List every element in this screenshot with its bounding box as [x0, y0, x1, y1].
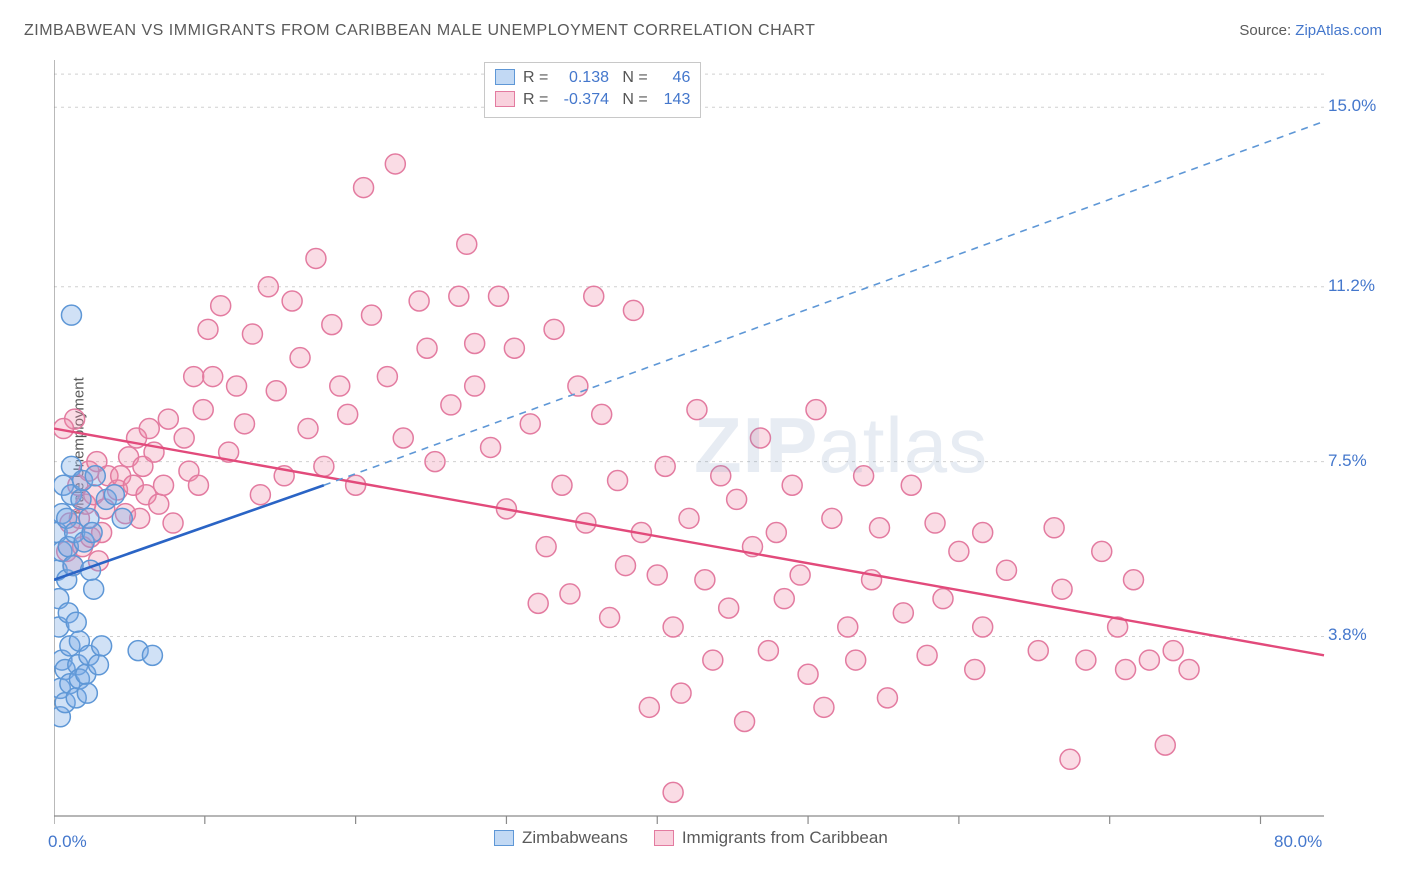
legend-swatch	[495, 91, 515, 107]
source-attribution: Source: ZipAtlas.com	[1239, 22, 1382, 39]
legend-item: Zimbabweans	[494, 828, 628, 847]
scatter-chart	[54, 60, 1350, 870]
r-value: -0.374	[551, 89, 609, 111]
y-tick-label: 15.0%	[1328, 96, 1376, 116]
legend-swatch	[654, 830, 674, 846]
correlation-stats-box: R =0.138 N =46R =-0.374 N =143	[484, 62, 701, 118]
x-tick-label: 0.0%	[48, 832, 87, 852]
legend: Zimbabweans Immigrants from Caribbean	[494, 828, 914, 848]
legend-swatch	[495, 69, 515, 85]
legend-label: Immigrants from Caribbean	[682, 828, 888, 847]
y-tick-label: 7.5%	[1328, 451, 1367, 471]
r-label: R =	[523, 67, 551, 89]
n-value: 143	[650, 89, 690, 111]
n-label: N =	[622, 67, 650, 89]
x-tick-label: 80.0%	[1274, 832, 1322, 852]
stats-row: R =0.138 N =46	[495, 67, 690, 89]
legend-item: Immigrants from Caribbean	[654, 828, 888, 847]
source-name: ZipAtlas.com	[1295, 22, 1382, 39]
source-prefix: Source:	[1239, 22, 1295, 39]
n-value: 46	[650, 67, 690, 89]
n-label: N =	[622, 89, 650, 111]
plot-area: ZIPatlas R =0.138 N =46R =-0.374 N =143 …	[54, 60, 1350, 840]
stats-row: R =-0.374 N =143	[495, 89, 690, 111]
y-tick-label: 3.8%	[1328, 625, 1367, 645]
chart-title: ZIMBABWEAN VS IMMIGRANTS FROM CARIBBEAN …	[24, 22, 815, 40]
r-value: 0.138	[551, 67, 609, 89]
legend-swatch	[494, 830, 514, 846]
r-label: R =	[523, 89, 551, 111]
legend-label: Zimbabweans	[522, 828, 628, 847]
y-tick-label: 11.2%	[1328, 276, 1375, 296]
